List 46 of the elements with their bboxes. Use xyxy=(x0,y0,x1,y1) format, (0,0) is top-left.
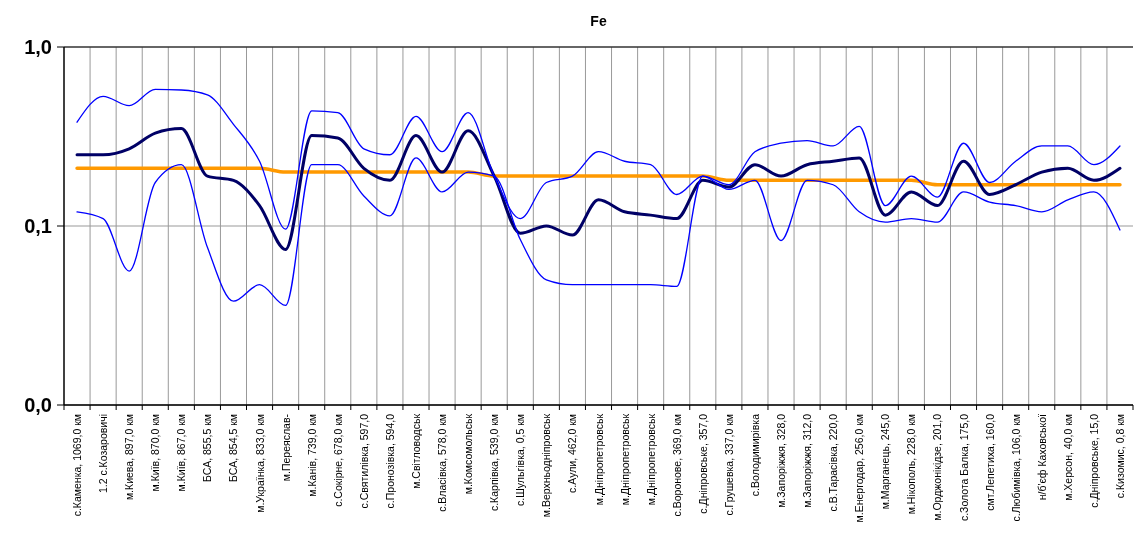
x-tick-label: м.Дніпропетровськ xyxy=(644,413,657,506)
x-tick-label: м.Комсомольськ xyxy=(462,413,475,495)
x-tick-label: м.Нікополь, 228,0 км xyxy=(905,414,918,515)
x-tick-label: м.Київ, 870,0 км xyxy=(149,414,162,492)
x-tick-label: с.В.Тарасівка, 220,0 xyxy=(827,413,840,512)
x-tick-label: н/б'єф Каховської xyxy=(1035,413,1048,501)
x-tick-label: м.Світловодськ xyxy=(409,413,422,489)
x-tick-label: смт.Лепетиха, 160,0 xyxy=(983,413,996,511)
x-tick-label: с.Золота Балка, 175,0 xyxy=(957,413,970,522)
x-tick-label: м.Херсон, 40,0 км xyxy=(1061,414,1074,501)
x-tick-label: 1.2 с.Козаровичі xyxy=(97,414,110,494)
x-tick-label: м.Верхньодніпровськ xyxy=(540,413,553,518)
x-tick-label: с.Власівка, 578,0 км xyxy=(436,414,449,512)
y-tick-label: 1,0 xyxy=(24,36,52,58)
x-tick-label: м.Енергодар, 256,0 км xyxy=(853,414,866,523)
x-tick-label: с.Володимирівка xyxy=(748,413,761,497)
x-tick-label: с.Святилівка, 597,0 xyxy=(357,413,370,509)
x-tick-label: с.Аули, 462,0 км xyxy=(566,414,579,493)
x-tick-label: м.Канів, 739,0 км xyxy=(305,414,318,497)
x-tick-label: с.Дніпровське, 15,0 xyxy=(1087,413,1100,508)
x-tick-label: БСА, 855,5 км xyxy=(201,414,214,482)
x-tick-label: с.Кизомис, 0,8 км xyxy=(1113,414,1126,499)
x-tick-label: м.Дніпропетровськ xyxy=(618,413,631,506)
x-tick-label: с.Грушевка, 337,0 км xyxy=(722,414,735,516)
x-tick-label: м.Переяслав- xyxy=(279,413,292,482)
x-tick-label: м.Запоріжжя, 328,0 xyxy=(775,413,788,508)
x-tick-label: БСА, 854,5 км xyxy=(227,414,240,482)
x-tick-label: м.Орджонікідзе, 201,0 xyxy=(931,413,944,521)
line-series xyxy=(75,127,1122,251)
x-tick-label: с.Воронове, 369,0 км xyxy=(670,414,683,517)
y-tick-label: 0,0 xyxy=(24,394,52,416)
chart-title: Fe xyxy=(590,13,607,29)
y-tick-label: 0,1 xyxy=(24,215,52,237)
x-tick-label: с.Дніпровське, 357,0 xyxy=(696,413,709,514)
x-tick-label: с.Сокірне, 678,0 км xyxy=(331,414,344,507)
x-tick-label: м.Київ, 867,0 км xyxy=(175,414,188,492)
x-tick-label: с.Пронозівка, 594,0 xyxy=(383,413,396,509)
x-tick-label: с.Каменка, 1069,0 км xyxy=(71,414,84,517)
x-tick-label: м.Українка, 833,0 км xyxy=(253,414,266,513)
x-tick-label: м.Дніпропетровськ xyxy=(592,413,605,506)
x-tick-label: м.Запоріжжя, 312,0 xyxy=(801,413,814,508)
x-tick-label: м.Киева, 897,0 км xyxy=(123,414,136,501)
x-tick-label: с.Карпівка, 539,0 км xyxy=(488,414,501,512)
x-tick-label: с.Любимівка, 106,0 км xyxy=(1009,414,1022,522)
x-tick-label: с.Шульгівка, 0,5 км xyxy=(514,414,527,506)
x-tick-label: м.Марганець, 245,0 xyxy=(879,413,892,510)
